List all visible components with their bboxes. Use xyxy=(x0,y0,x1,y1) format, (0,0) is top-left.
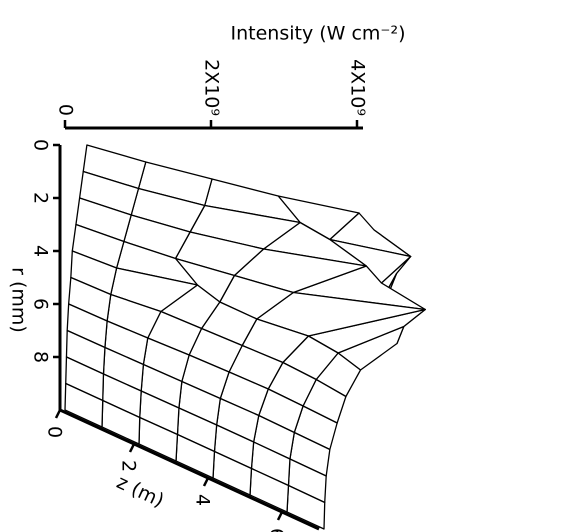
z-tick xyxy=(128,443,136,453)
z-tick xyxy=(276,511,284,521)
x-tick-label: 4X10⁹ xyxy=(347,59,369,116)
y-tick-label: 6 xyxy=(30,298,52,310)
z-tick xyxy=(54,409,62,419)
z-tick xyxy=(202,477,210,487)
z-tick-label: 4 xyxy=(192,494,214,506)
chart-title: Intensity (W cm⁻²) xyxy=(231,23,406,45)
z-tick-label: 0 xyxy=(44,426,66,438)
y-tick-label: 0 xyxy=(30,139,52,151)
z-axis-label: z (m) xyxy=(113,471,167,512)
x-tick-label: 2X10⁹ xyxy=(201,59,223,116)
z-axis xyxy=(59,408,320,531)
x-tick-label: 0 xyxy=(55,104,77,116)
z-tick-label: 2 xyxy=(118,460,140,472)
z-tick-label: 6 xyxy=(266,528,288,532)
y-tick-label: 8 xyxy=(30,351,52,363)
y-tick-label: 2 xyxy=(30,192,52,204)
surface-cell xyxy=(64,382,104,428)
r-axis-label: r (mm) xyxy=(8,267,30,333)
y-tick-label: 4 xyxy=(30,245,52,257)
